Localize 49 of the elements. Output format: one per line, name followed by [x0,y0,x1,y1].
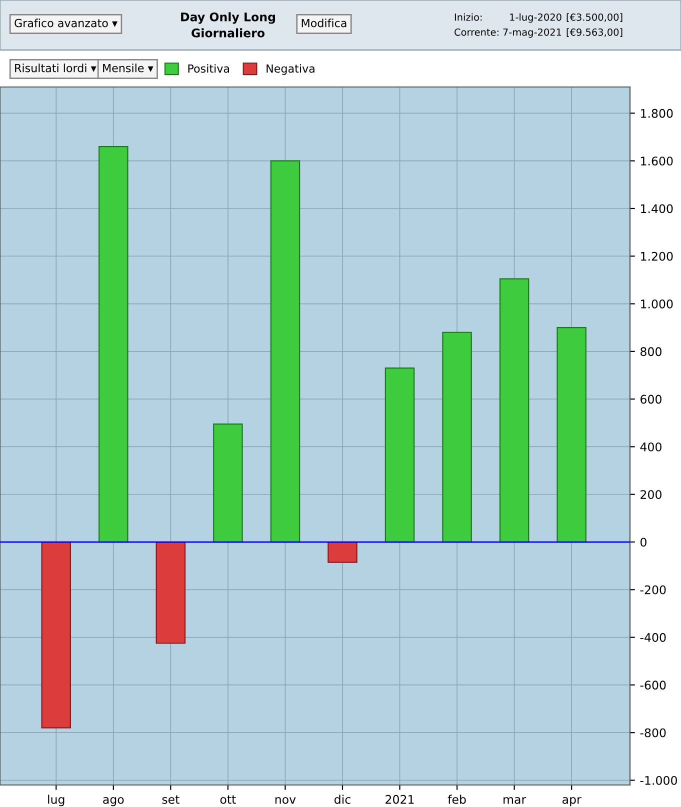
x-tick-label: set [162,795,180,804]
y-tick-label: 1.400 [641,204,673,214]
text: Risultati lordi ▾ [15,64,96,72]
bar [156,541,186,644]
y-tick-label: 400 [640,442,662,452]
text: Corrente: [454,28,498,36]
y-tick-label: 0 [640,538,646,547]
bar [499,278,530,543]
y-tick-label: 200 [640,490,662,500]
y-tick-label: 1.000 [641,300,673,308]
bar [442,332,472,543]
x-tick-label: nov [275,797,296,804]
x-tick-label: 2021 [386,794,414,804]
legend-label: Negativa [266,64,314,75]
text: Modifica [302,18,346,28]
chart-subtitle: Giornaliero [192,28,265,38]
legend-label: Positiva [188,64,230,73]
text: Inizio: [454,13,482,21]
x-tick-label: ott [220,795,236,804]
text: [€9.563,00] [566,28,622,37]
text: 7-mag-2021 [503,28,562,38]
y-tick-label: -400 [640,633,666,642]
y-tick-label: 600 [640,394,662,404]
bar [41,541,71,728]
x-tick-label: ago [103,797,124,806]
x-tick-label: mar [504,797,526,804]
text: Grafico avanzato ▾ [14,18,118,28]
bar [98,146,128,543]
y-tick-label: 800 [640,347,662,356]
x-tick-label: feb [448,794,466,804]
y-tick-label: -1.000 [640,776,677,785]
y-tick-label: 1.600 [641,156,673,166]
y-tick-label: -200 [640,585,666,594]
y-tick-label: 1.200 [641,252,673,261]
y-tick-label: -600 [640,680,666,690]
x-tick-label: apr [562,797,582,806]
y-tick-label: 1.800 [641,108,673,118]
bar [328,541,358,563]
bar [384,368,415,543]
x-tick-label: lug [48,794,64,806]
bar [270,160,300,543]
bar [213,424,243,543]
text: Mensile ▾ [103,64,154,72]
x-tick-label: dic [334,794,350,804]
text: 1-lug-2020 [510,13,562,23]
chart-title: Day Only Long [181,12,275,24]
text: [€3.500,00] [566,13,622,22]
y-tick-label: -800 [640,728,666,738]
bar [556,327,586,543]
